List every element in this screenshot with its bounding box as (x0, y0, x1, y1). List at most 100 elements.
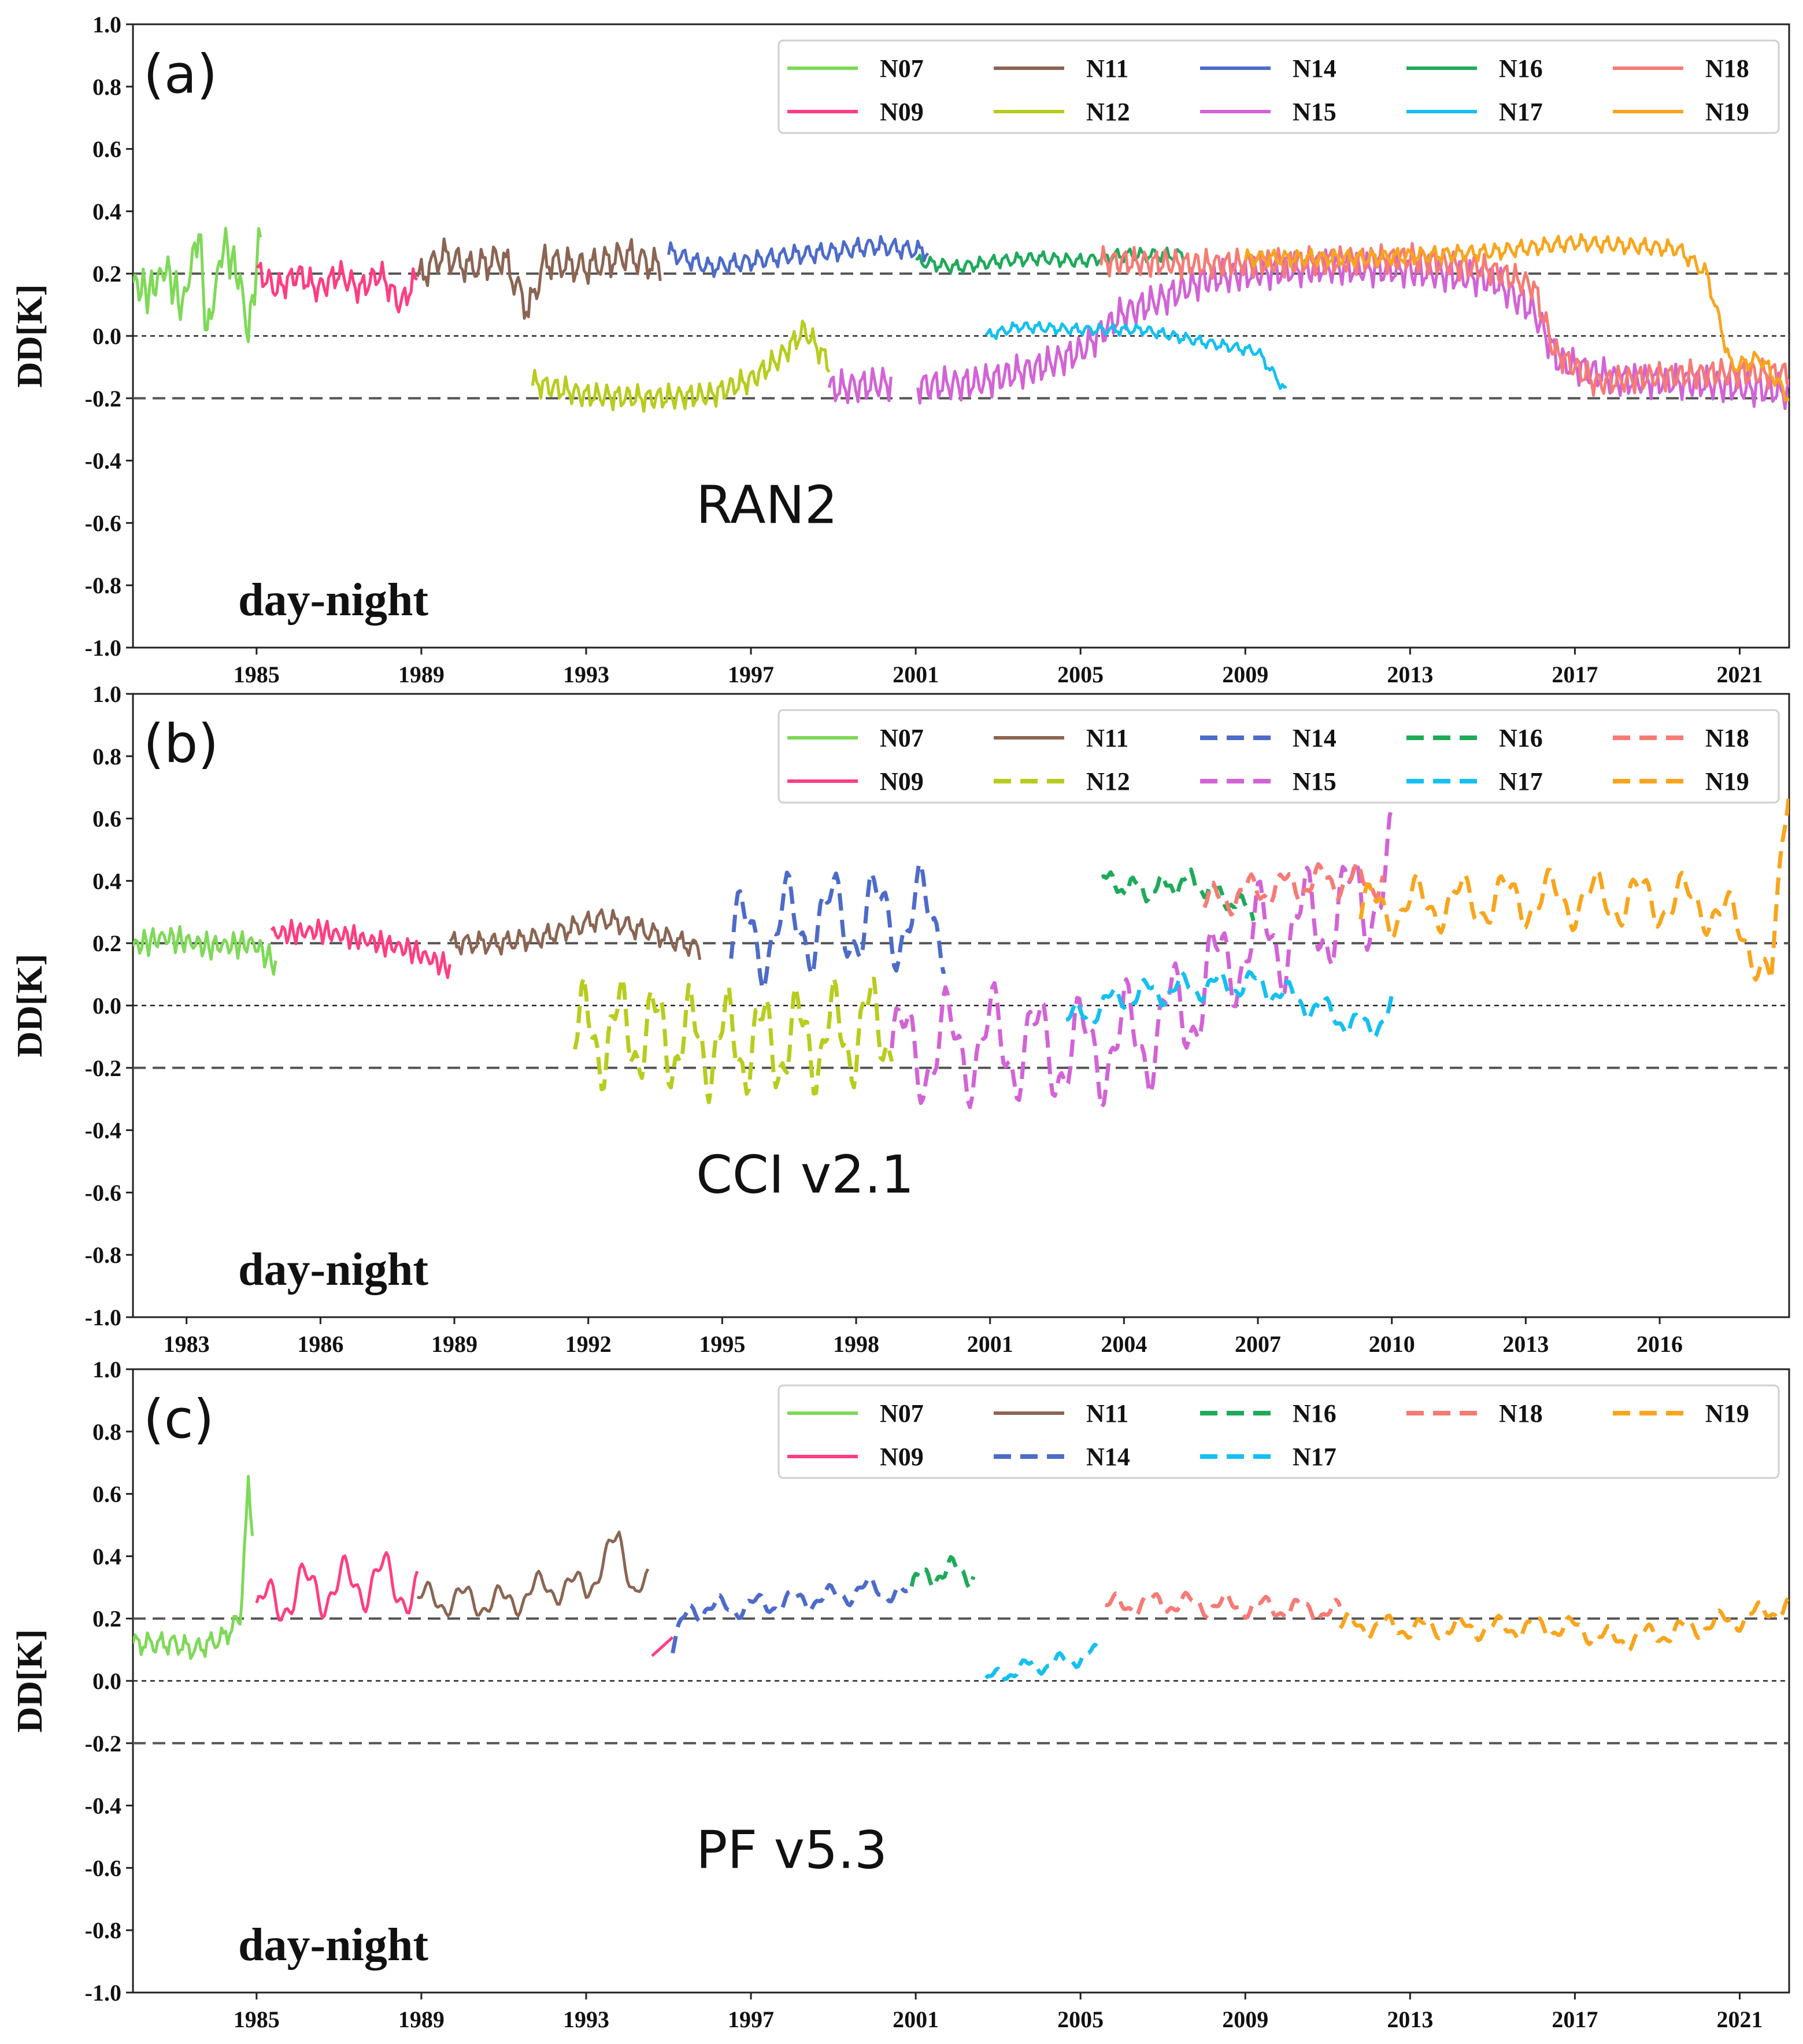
legend-label: N14 (1293, 724, 1336, 752)
legend-label: N12 (1086, 98, 1130, 126)
y-tick-label: -0.6 (85, 1180, 121, 1206)
legend-label: N15 (1293, 98, 1336, 126)
y-tick-label: -0.6 (85, 1855, 121, 1881)
x-tick-label: 1989 (431, 1331, 477, 1357)
legend-label: N18 (1499, 1399, 1543, 1428)
x-tick-label: 1986 (297, 1331, 343, 1357)
series-line-n07 (133, 925, 277, 976)
series-line-n17 (984, 1642, 1098, 1681)
series-line-n11 (449, 908, 702, 960)
legend-label: N07 (880, 724, 924, 752)
series-line-n14 (671, 1574, 909, 1654)
legend-label: N14 (1086, 1443, 1130, 1471)
y-tick-label: -1.0 (85, 1304, 121, 1330)
series-line-n17 (1065, 970, 1394, 1040)
series-line-n11 (416, 1531, 650, 1618)
x-tick-label: 2004 (1101, 1331, 1147, 1357)
y-tick-label: -0.4 (85, 1118, 121, 1144)
series-line-n19 (1338, 1596, 1789, 1653)
y-tick-label: -0.2 (85, 386, 121, 412)
legend-label: N17 (1293, 1443, 1336, 1471)
y-tick-label: -0.8 (85, 1917, 121, 1943)
x-tick-label: 2010 (1369, 1331, 1415, 1357)
x-tick-label: 1985 (234, 2006, 280, 2032)
y-axis-label: DD[K] (10, 953, 50, 1057)
x-tick-label: 1998 (833, 1331, 879, 1357)
series-line-n09-late- (651, 1636, 674, 1657)
x-tick-label: 2013 (1387, 661, 1433, 688)
y-tick-label: 0.8 (92, 1419, 121, 1445)
y-tick-label: 1.0 (92, 681, 121, 707)
y-tick-label: -0.6 (85, 510, 121, 536)
legend-label: N09 (880, 767, 924, 796)
y-tick-label: -0.4 (85, 448, 121, 474)
x-tick-label: 2001 (893, 661, 939, 688)
y-tick-label: 0.2 (92, 261, 121, 287)
series-line-n19 (1243, 232, 1789, 402)
y-tick-label: 0.2 (92, 1606, 121, 1632)
x-tick-label: 1997 (728, 2006, 774, 2032)
y-tick-label: -0.4 (85, 1793, 121, 1819)
series-line-n09 (256, 260, 419, 314)
series-line-n16 (915, 246, 1185, 274)
series-line-n16 (909, 1555, 976, 1590)
y-tick-label: 0.0 (92, 993, 121, 1019)
x-tick-label: 2009 (1222, 2006, 1268, 2032)
x-tick-label: 1995 (699, 1331, 745, 1357)
legend: N07 N11 N14 N16 N18 N09 N12 N15 N17 N19 (778, 39, 1780, 134)
corner-label: day-night (238, 1244, 428, 1295)
series-line-n18 (1099, 242, 1789, 397)
legend-label: N18 (1705, 54, 1749, 83)
legend-label: N07 (880, 1399, 924, 1428)
x-tick-label: 2017 (1552, 661, 1598, 688)
legend-label: N17 (1499, 767, 1543, 796)
legend: N07 N11 N14 N16 N18 N09 N12 N15 N17 N19 (778, 709, 1780, 804)
series-line-n09 (255, 1551, 419, 1622)
x-tick-label: 2005 (1057, 2006, 1104, 2032)
legend-label: N19 (1705, 767, 1749, 796)
legend-label: N18 (1705, 724, 1749, 752)
series-line-n14 (667, 235, 930, 278)
panel-label: (b) (143, 713, 219, 775)
legend-label: N09 (880, 1443, 924, 1471)
y-tick-label: 0.8 (92, 744, 121, 770)
series-line-n11 (416, 237, 662, 320)
legend-label: N11 (1086, 54, 1128, 83)
legend-label: N17 (1499, 98, 1543, 126)
y-tick-label: -1.0 (85, 1980, 121, 2006)
x-tick-label: 1993 (563, 2006, 609, 2032)
legend-label: N16 (1499, 54, 1543, 83)
x-tick-label: 1989 (398, 2006, 445, 2032)
legend-label: N12 (1086, 767, 1130, 796)
series-line-n18 (1202, 861, 1385, 917)
panel-label: (c) (143, 1388, 214, 1450)
legend: N07 N11 N16 N18 N19 N09 N14 N17 (778, 1384, 1780, 1479)
legend-box (778, 39, 1780, 134)
y-axis-label: DD[K] (10, 284, 50, 387)
series-line-n19 (1358, 793, 1789, 982)
y-tick-label: -0.2 (85, 1731, 121, 1757)
x-tick-label: 2013 (1387, 2006, 1433, 2032)
y-tick-label: 1.0 (92, 1356, 121, 1383)
series-line-n18 (1105, 1591, 1342, 1624)
series-line-n07 (133, 1474, 254, 1660)
y-tick-label: 0.6 (92, 806, 121, 832)
series-line-n14 (729, 862, 946, 991)
y-tick-label: 0.4 (92, 198, 121, 224)
chart-panel-a: 1.0 0.8 0.6 0.4 0.2 0.0 -0.2 -0.4 -0.6 -0.8 -1.0 19… (10, 12, 1790, 688)
x-tick-label: 2013 (1502, 1331, 1549, 1357)
chart-panel-c: 1.0 0.8 0.6 0.4 0.2 0.0 -0.2 -0.4 -0.6 -0.8 -1.0 19… (10, 1356, 1790, 2032)
panels: 1.0 0.8 0.6 0.4 0.2 0.0 -0.2 -0.4 -0.6 -0.8 -1.0 19… (10, 12, 1790, 2032)
y-tick-label: 0.0 (92, 1668, 121, 1694)
legend-label: N19 (1705, 98, 1749, 126)
y-tick-label: -0.2 (85, 1055, 121, 1081)
x-tick-label: 2017 (1552, 2006, 1598, 2032)
series-line-n17 (984, 320, 1287, 390)
y-tick-label: 0.2 (92, 930, 121, 956)
series-line-n15 (890, 805, 1394, 1110)
x-tick-label: 2001 (967, 1331, 1013, 1357)
y-tick-label: -1.0 (85, 635, 121, 661)
corner-label: day-night (238, 575, 428, 626)
y-tick-label: 0.6 (92, 136, 121, 162)
